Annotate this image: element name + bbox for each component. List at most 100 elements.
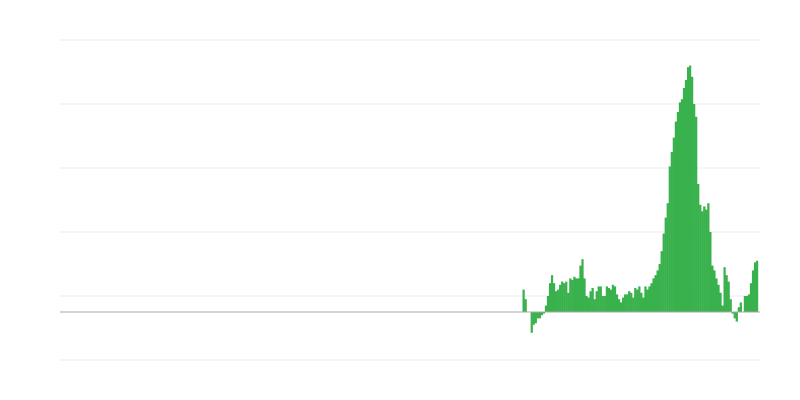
bar	[626, 294, 629, 312]
bar	[715, 278, 718, 312]
bar	[753, 262, 757, 312]
bar	[747, 294, 751, 312]
bar	[550, 275, 554, 312]
bar	[737, 307, 740, 312]
bar	[591, 288, 594, 312]
bar	[607, 288, 611, 312]
bar	[695, 116, 698, 312]
bar	[662, 233, 665, 312]
bar	[571, 280, 574, 312]
bar	[705, 209, 708, 312]
bar	[658, 264, 661, 312]
bar	[729, 299, 732, 312]
bar	[619, 302, 623, 312]
bar	[644, 286, 647, 312]
bar	[609, 289, 613, 312]
bar	[743, 296, 747, 312]
bar	[585, 296, 588, 312]
bar	[646, 289, 649, 312]
bar	[524, 299, 527, 312]
bar	[717, 284, 720, 312]
bar	[621, 297, 625, 312]
bar	[638, 286, 641, 312]
gridlines	[60, 39, 760, 361]
bar	[573, 276, 576, 312]
bar	[601, 296, 604, 312]
bar	[603, 296, 606, 312]
bar	[546, 296, 550, 312]
bar	[581, 259, 584, 312]
bar	[599, 286, 602, 312]
bar	[563, 283, 566, 312]
bar	[589, 291, 592, 312]
bar	[536, 312, 539, 319]
bar	[593, 299, 596, 312]
bar	[660, 251, 663, 312]
bar	[666, 203, 669, 312]
bar	[579, 265, 582, 312]
bar	[699, 204, 702, 312]
bar	[542, 312, 546, 314]
bar	[630, 292, 633, 312]
bar	[617, 299, 621, 312]
bar	[701, 211, 704, 312]
bar	[552, 283, 556, 312]
bar	[587, 297, 590, 312]
bar	[522, 289, 525, 312]
bar	[567, 292, 570, 312]
bar	[634, 288, 637, 312]
bar	[561, 281, 564, 312]
bar	[682, 88, 686, 312]
bar	[664, 217, 667, 312]
bars	[522, 65, 759, 333]
bar	[749, 283, 753, 312]
bar	[676, 112, 680, 312]
bar	[636, 289, 639, 312]
bar	[654, 275, 657, 312]
bar	[648, 286, 651, 312]
bar	[613, 286, 617, 312]
bar	[555, 291, 558, 312]
bar	[640, 292, 643, 312]
bar	[678, 102, 682, 313]
bar	[652, 278, 655, 312]
bar	[548, 283, 552, 312]
bar	[735, 312, 738, 322]
bar	[559, 284, 562, 312]
bar	[693, 104, 696, 312]
bar	[583, 278, 586, 312]
bar	[674, 121, 677, 312]
bar	[686, 67, 690, 312]
bar	[731, 312, 734, 314]
bar	[688, 65, 692, 312]
bar	[569, 278, 572, 312]
bar	[739, 302, 742, 312]
bar	[684, 80, 688, 312]
bar	[727, 281, 730, 312]
bar	[691, 76, 694, 312]
bar	[745, 296, 749, 312]
bar	[577, 278, 580, 312]
bar	[709, 232, 712, 312]
bar	[672, 137, 675, 312]
bar	[628, 291, 631, 312]
bar	[721, 305, 724, 312]
bar	[540, 312, 544, 316]
bar	[733, 312, 736, 319]
bar	[605, 286, 608, 312]
bar	[611, 284, 615, 312]
bar	[680, 99, 684, 312]
bar	[670, 152, 673, 312]
bar	[538, 312, 541, 319]
bar	[624, 294, 627, 312]
bar	[668, 166, 671, 312]
bar	[597, 286, 600, 312]
bar	[650, 283, 653, 312]
bar	[713, 270, 716, 312]
bar	[575, 278, 578, 312]
bar	[530, 312, 533, 333]
bar	[565, 281, 568, 312]
bar	[723, 267, 726, 312]
bar	[755, 260, 759, 312]
